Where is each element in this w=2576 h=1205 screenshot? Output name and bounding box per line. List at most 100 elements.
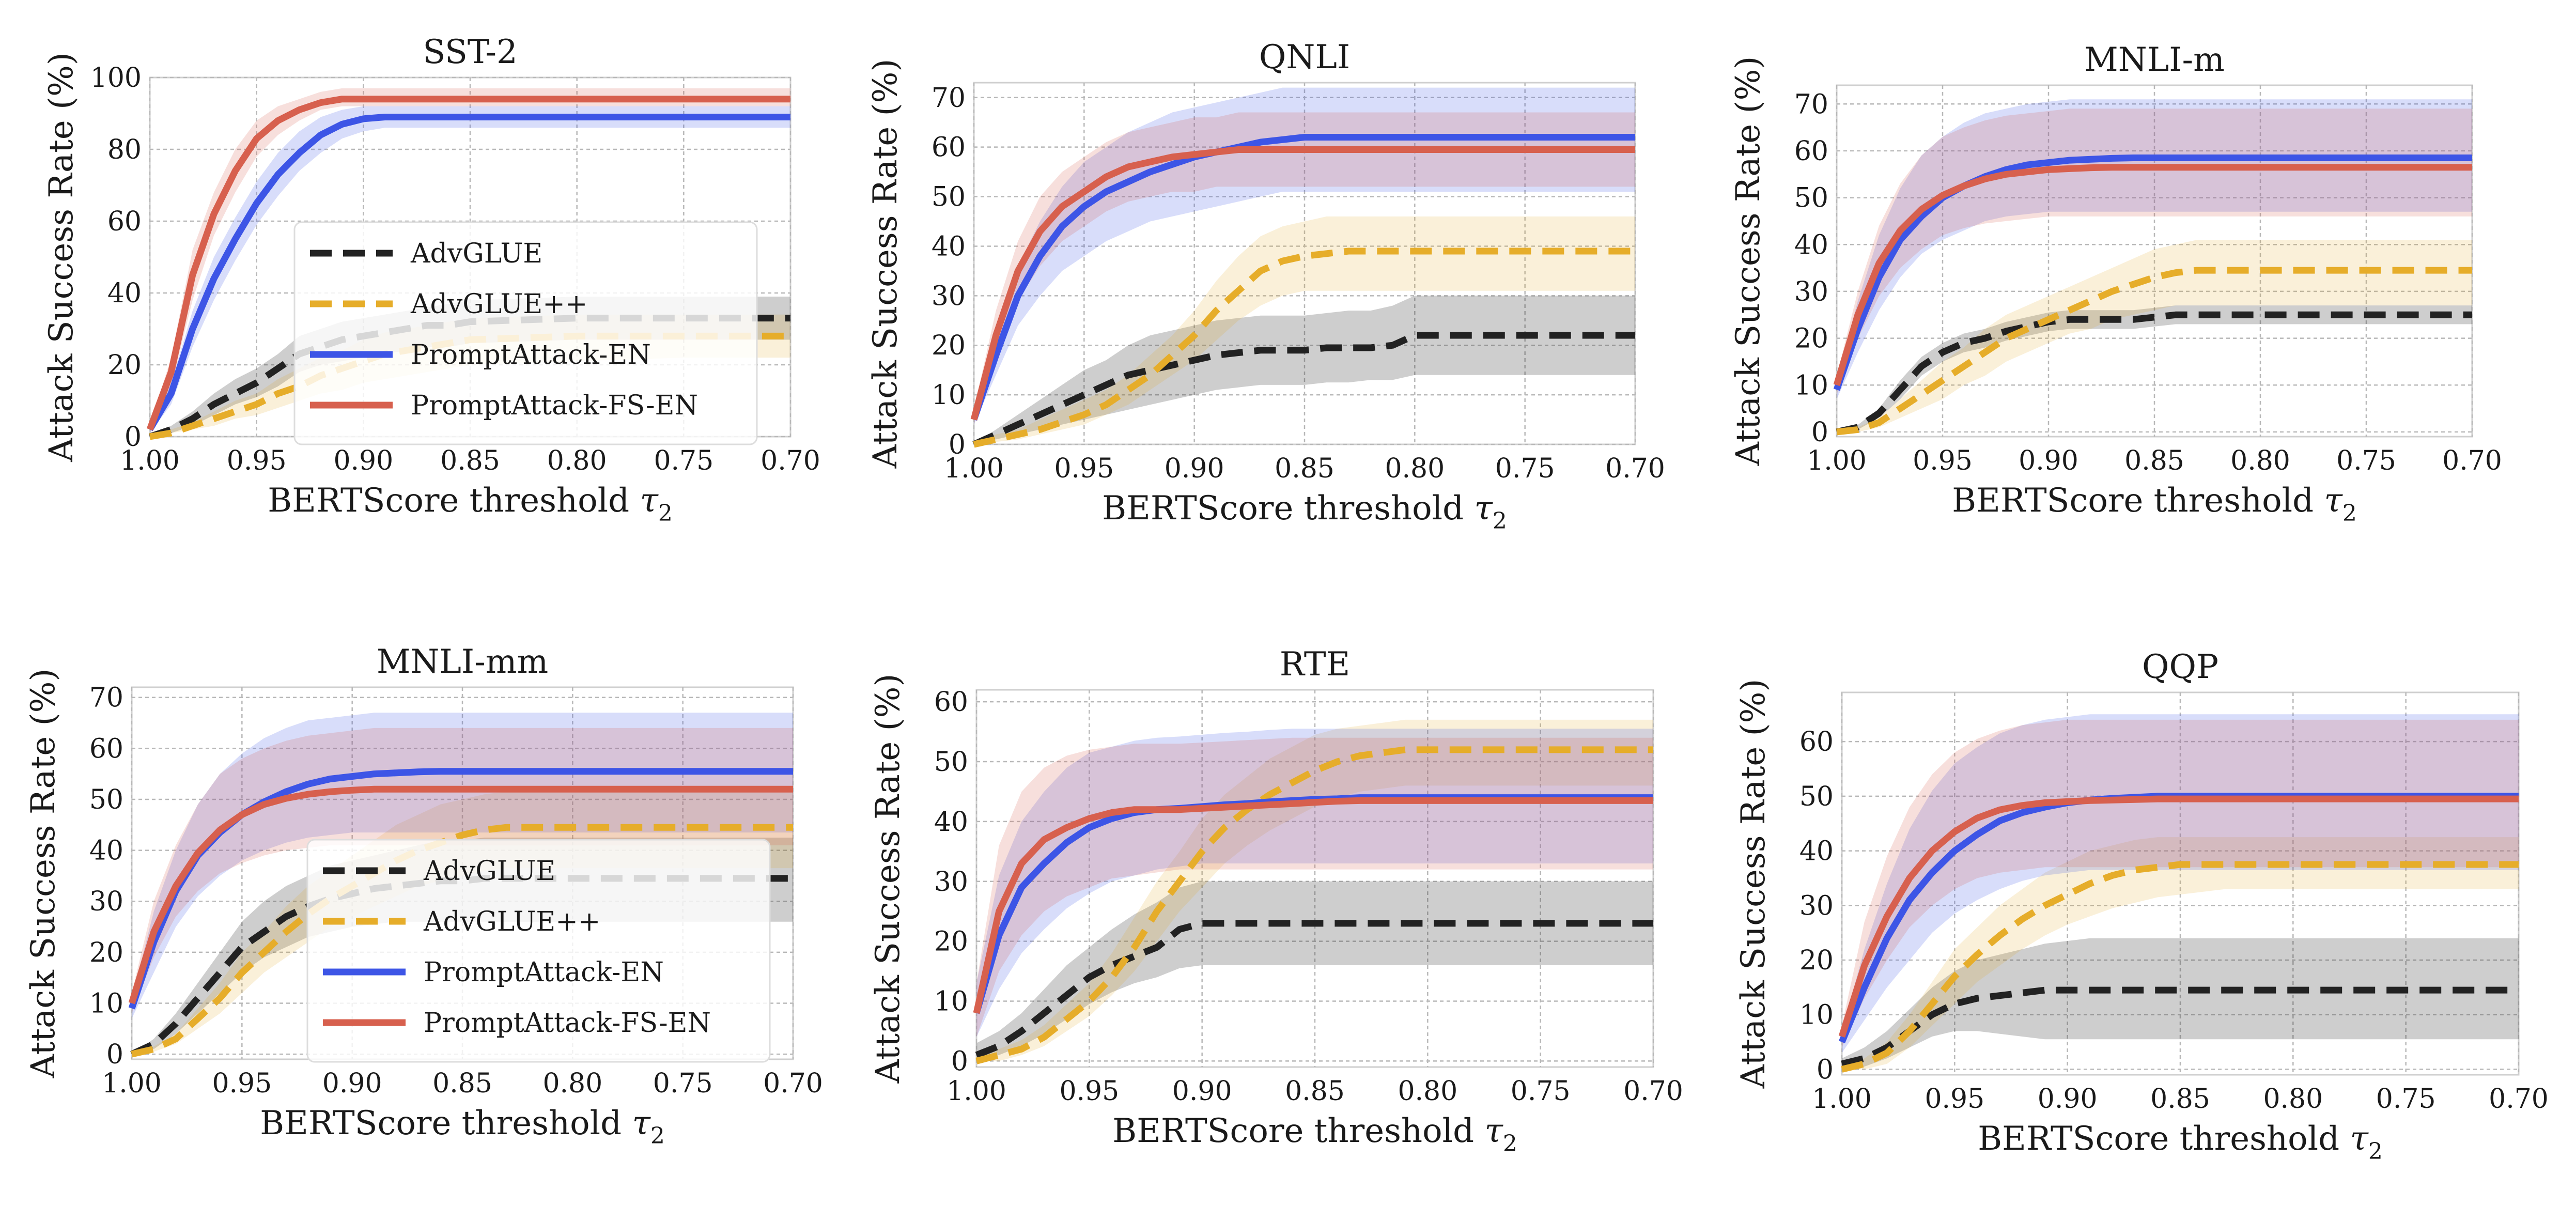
x-tick-label: 0.75: [2336, 445, 2396, 476]
x-tick-label: 0.90: [1172, 1076, 1232, 1107]
y-axis-label: Attack Success Rate (%): [1734, 679, 1773, 1089]
y-tick-label: 60: [1799, 727, 1834, 758]
band-promptattack-en: [976, 729, 1653, 1038]
x-axis-label: BERTScore threshold τ2: [1102, 489, 1507, 534]
chart-title: MNLI-m: [2084, 41, 2225, 79]
y-tick-label: 60: [89, 733, 123, 764]
x-tick-label: 0.90: [322, 1068, 382, 1099]
subplot-qqp: 1.00 0.95 0.90 0.85 0.80 0.75 0.70 0 10 20 30 40 50 6…: [1734, 648, 2549, 1165]
x-tick-label: 0.80: [1385, 453, 1445, 484]
y-tick-label: 0: [951, 1046, 968, 1077]
x-tick-label: 0.85: [1285, 1076, 1345, 1107]
band-advglueplusplus: [974, 216, 1635, 444]
y-tick-label: 40: [934, 807, 968, 838]
y-axis-label: Attack Success Rate (%): [1729, 56, 1767, 467]
x-tick-label: 0.85: [2124, 445, 2184, 476]
x-tick-label: 1.00: [1807, 445, 1867, 476]
series-line-advglueplusplus: [975, 746, 1653, 1064]
y-tick-label: 40: [89, 836, 123, 867]
y-tick-label: 10: [932, 380, 966, 411]
y-tick-label: 10: [89, 988, 123, 1019]
band-advglue: [1842, 938, 2519, 1070]
x-tick-label: 0.80: [542, 1068, 602, 1099]
y-tick-label: 60: [932, 132, 966, 163]
subplot-qnli: 1.00 0.95 0.90 0.85 0.80 0.75 0.70 0 10 20 30 40 50 6…: [866, 38, 1665, 534]
y-tick-label: 10: [1799, 1000, 1834, 1031]
y-tick-label: 40: [932, 231, 966, 262]
y-tick-label: 100: [90, 63, 142, 94]
x-tick-label: 0.85: [432, 1068, 492, 1099]
x-tick-label: 1.00: [1812, 1084, 1872, 1115]
legend: AdvGLUE AdvGLUE++ PromptAttack-EN PromptAtt…: [306, 839, 771, 1063]
band-advglueplusplus: [976, 719, 1653, 1061]
y-axis-label: Attack Success Rate (%): [866, 59, 905, 469]
y-tick-label: 20: [934, 926, 968, 957]
y-axis-label: Attack Success Rate (%): [869, 674, 907, 1084]
band-promptattack-fs-en: [974, 112, 1635, 425]
x-tick-label: 0.75: [1495, 453, 1555, 484]
y-tick-label: 20: [1794, 323, 1828, 354]
x-tick-label: 0.70: [761, 445, 820, 476]
series-line-advglue: [1841, 986, 2519, 1068]
x-tick-label: 0.85: [2150, 1084, 2210, 1115]
series-line-promptattack-fs-en: [973, 797, 1653, 1014]
y-tick-label: 30: [1799, 890, 1834, 921]
y-tick-label: 50: [934, 747, 968, 778]
y-tick-label: 60: [1794, 136, 1828, 167]
x-tick-label: 1.00: [102, 1068, 162, 1099]
legend: AdvGLUE AdvGLUE++ PromptAttack-EN PromptAtt…: [293, 221, 758, 445]
x-tick-label: 0.80: [2230, 445, 2290, 476]
y-tick-label: 10: [1794, 370, 1828, 401]
legend-label: PromptAttack-FS-EN: [424, 1008, 711, 1039]
x-tick-label: 0.95: [1925, 1084, 1984, 1115]
x-axis-label: BERTScore threshold τ2: [1112, 1112, 1517, 1157]
y-tick-label: 70: [932, 83, 966, 114]
x-tick-label: 0.90: [2038, 1084, 2098, 1115]
band-advglueplusplus: [1837, 240, 2472, 432]
x-tick-label: 0.75: [2376, 1084, 2436, 1115]
legend-box: [306, 839, 771, 1063]
series-line-advglueplusplus: [973, 248, 1635, 448]
y-tick-label: 20: [932, 330, 966, 361]
subplot-mnli-m: 1.00 0.95 0.90 0.85 0.80 0.75 0.70 0 10 20 30 40 50 6…: [1729, 41, 2502, 527]
x-tick-label: 0.80: [1398, 1076, 1457, 1107]
series-line-advglue: [1836, 311, 2472, 436]
x-tick-label: 0.95: [1059, 1076, 1119, 1107]
y-tick-label: 30: [1794, 276, 1828, 307]
y-tick-label: 70: [89, 683, 123, 714]
series-line-promptattack-fs-en: [1838, 795, 2519, 1038]
y-tick-label: 30: [934, 867, 968, 898]
y-tick-label: 40: [1799, 836, 1834, 867]
x-tick-label: 1.00: [946, 1076, 1006, 1107]
y-tick-label: 60: [934, 687, 968, 718]
x-tick-label: 0.90: [1165, 453, 1224, 484]
x-tick-label: 0.95: [1913, 445, 1973, 476]
y-tick-label: 0: [1817, 1054, 1834, 1085]
chart-title: RTE: [1280, 645, 1350, 684]
series-line-promptattack-en: [1833, 155, 2472, 391]
x-tick-label: 0.95: [212, 1068, 272, 1099]
x-tick-label: 0.75: [653, 1068, 713, 1099]
y-tick-label: 80: [107, 134, 142, 165]
legend-label: AdvGLUE++: [423, 906, 600, 937]
y-tick-label: 20: [89, 937, 123, 968]
y-tick-label: 0: [106, 1039, 123, 1070]
series-line-promptattack-fs-en: [1833, 164, 2472, 387]
y-axis-label: Attack Success Rate (%): [24, 669, 63, 1079]
x-tick-label: 0.90: [2019, 445, 2078, 476]
series-line-advglue: [975, 920, 1653, 1058]
x-tick-label: 1.00: [944, 453, 1004, 484]
legend-label: AdvGLUE: [410, 238, 542, 269]
x-tick-label: 0.95: [1054, 453, 1114, 484]
legend-label: PromptAttack-FS-EN: [411, 390, 698, 421]
series-line-promptattack-fs-en: [128, 785, 793, 1005]
y-tick-label: 50: [1794, 183, 1828, 214]
y-tick-label: 40: [107, 278, 142, 309]
y-tick-label: 10: [934, 986, 968, 1017]
x-tick-label: 0.70: [2489, 1084, 2549, 1115]
subplot-rte: 1.00 0.95 0.90 0.85 0.80 0.75 0.70 0 10 20 30 40 50 6…: [869, 645, 1683, 1157]
band-promptattack-en: [974, 87, 1635, 425]
x-axis-label: BERTScore threshold τ2: [1978, 1120, 2383, 1165]
x-tick-label: 0.75: [654, 445, 713, 476]
